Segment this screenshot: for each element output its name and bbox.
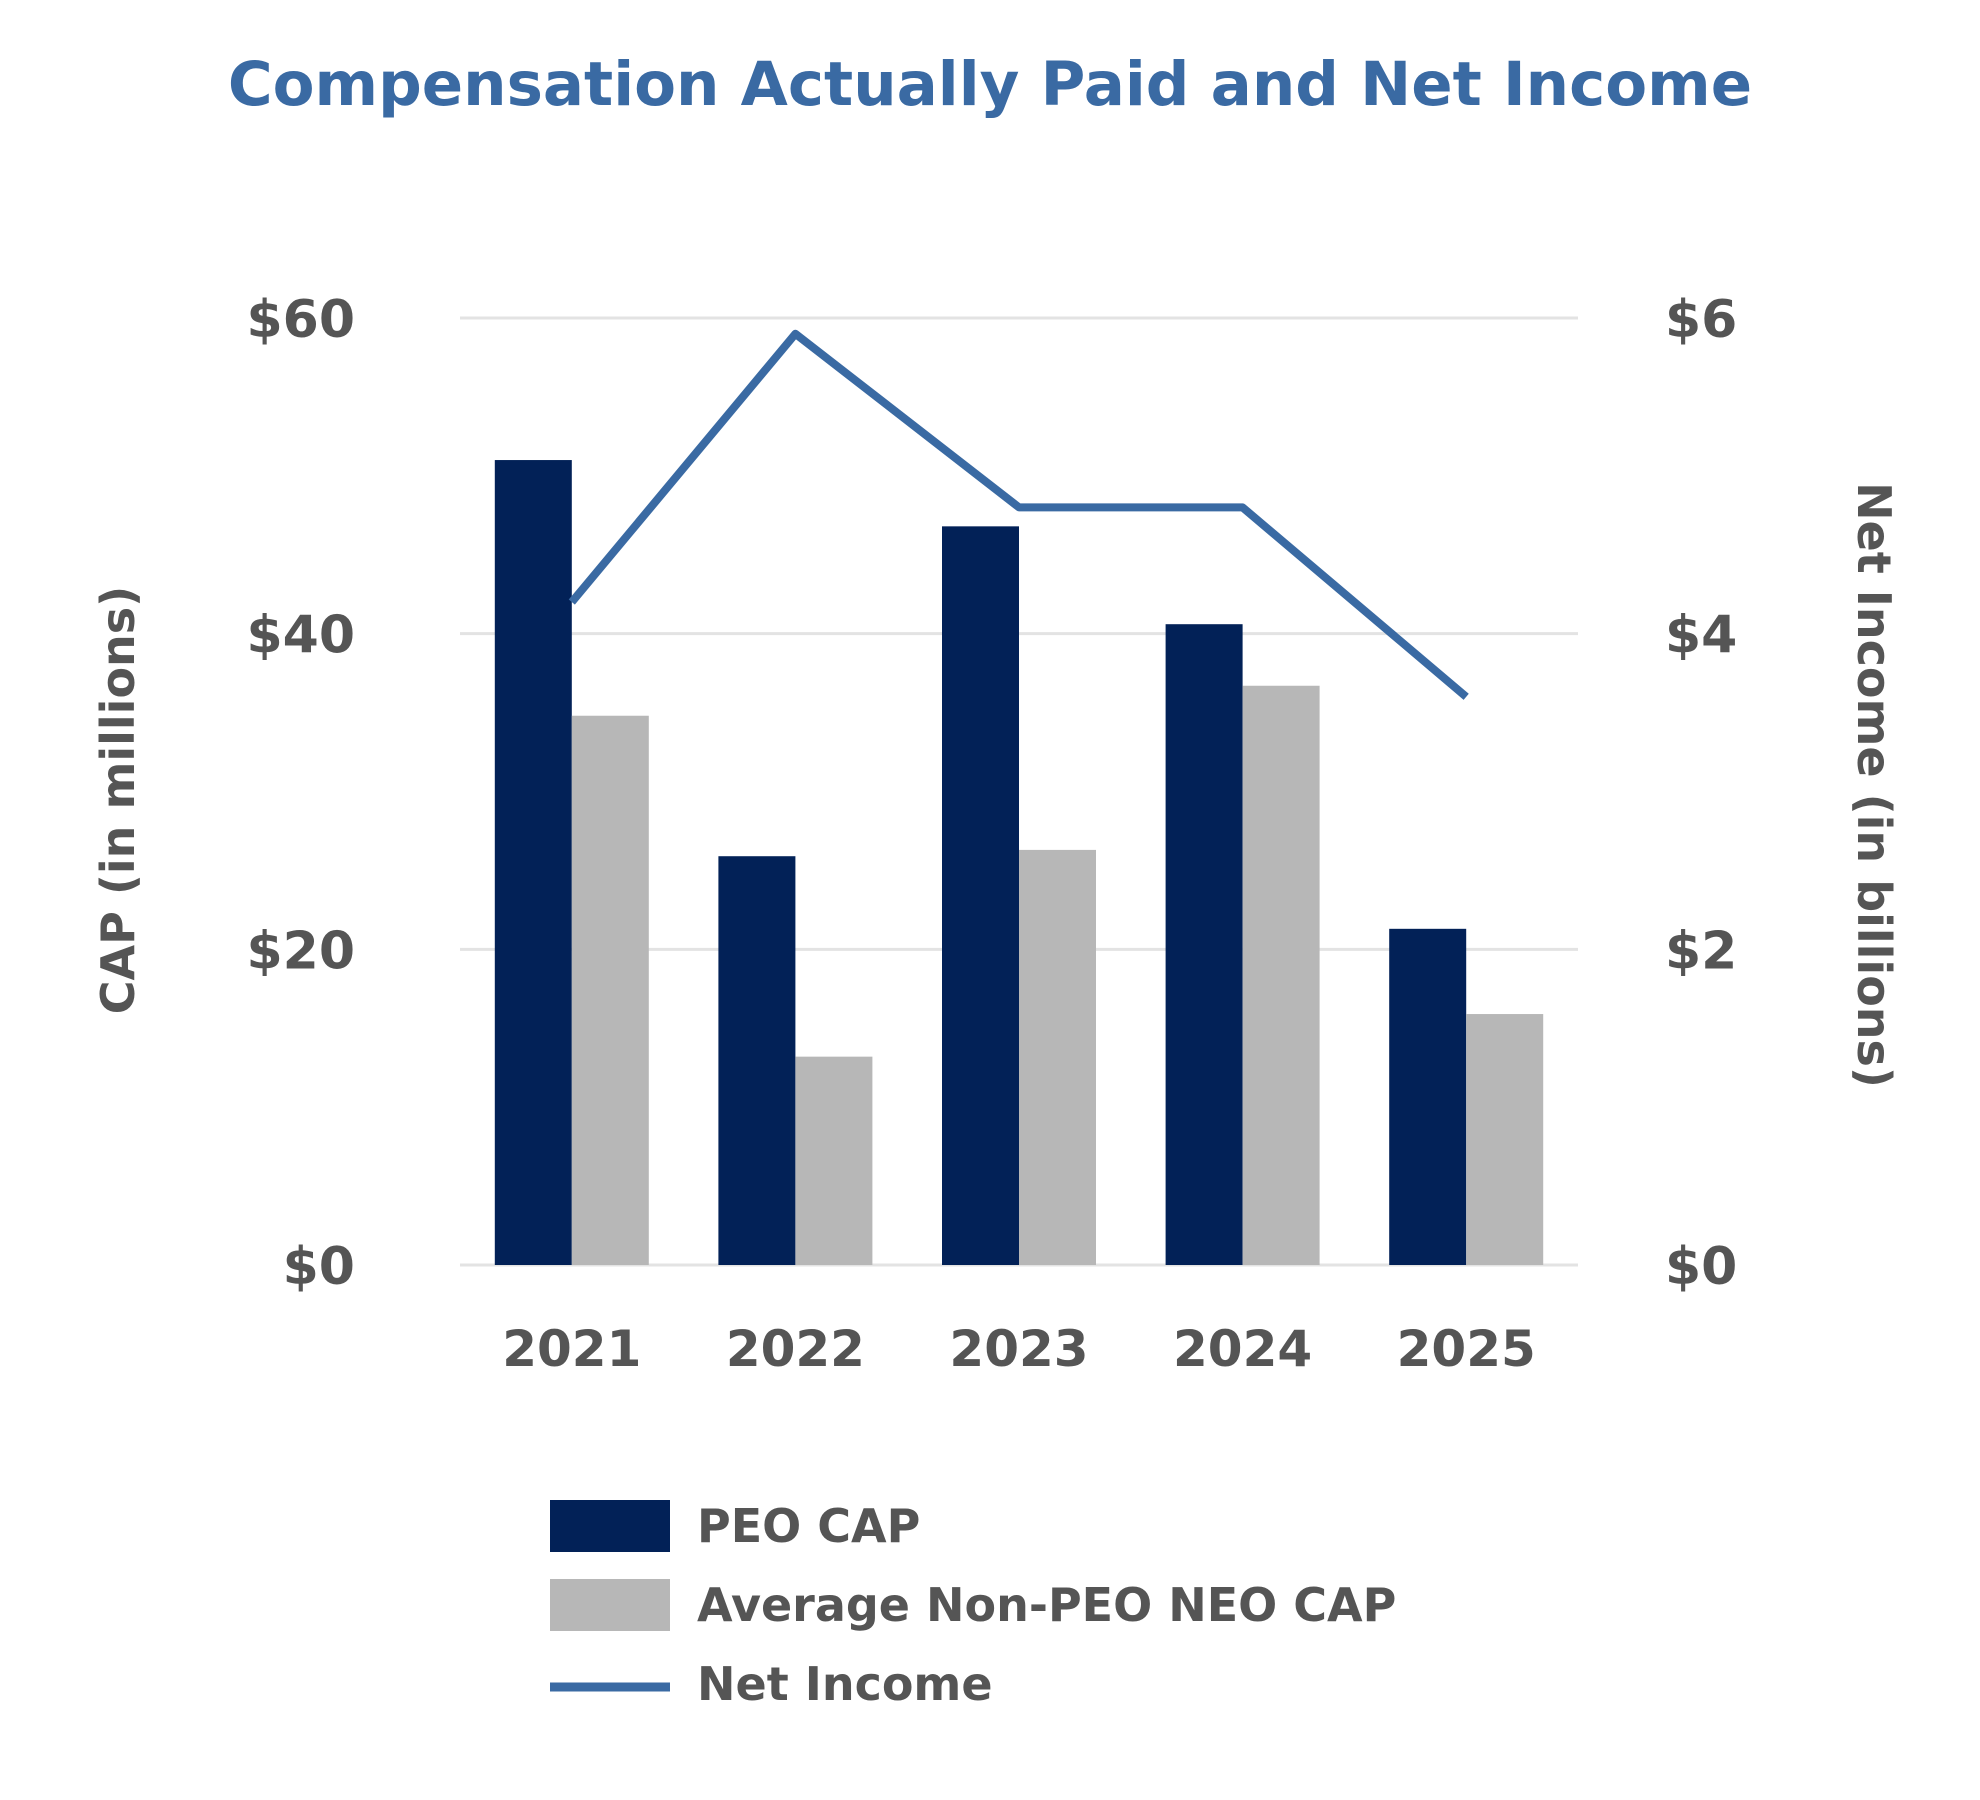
category-label-2024: 2024 xyxy=(1173,1320,1312,1378)
left-tick-label: $40 xyxy=(246,606,355,666)
right-axis-title: Net Income (in billions) xyxy=(1847,482,1901,1088)
legend-swatch-peo-cap xyxy=(550,1500,670,1552)
bar-avg-non-peo-neo-cap-2022 xyxy=(795,1056,873,1265)
left-axis-title: CAP (in millions) xyxy=(91,586,145,1014)
bar-avg-non-peo-neo-cap-2023 xyxy=(1019,849,1096,1265)
right-tick-label: $0 xyxy=(1665,1237,1737,1297)
right-tick-label: $4 xyxy=(1665,606,1737,666)
left-axis-ticks: $0 $20 $40 $60 xyxy=(246,290,355,1297)
bar-avg-non-peo-neo-cap-2025 xyxy=(1466,1014,1544,1265)
bars-group xyxy=(494,460,1544,1265)
right-tick-label: $2 xyxy=(1665,921,1737,981)
left-tick-label: $0 xyxy=(283,1237,355,1297)
bar-peo-cap-2022 xyxy=(718,856,796,1265)
legend-label-peo-cap: PEO CAP xyxy=(697,1499,920,1553)
legend: PEO CAP Average Non-PEO NEO CAP Net Inco… xyxy=(550,1499,1396,1711)
bar-peo-cap-2023 xyxy=(942,526,1019,1265)
bar-peo-cap-2024 xyxy=(1165,624,1243,1265)
bar-peo-cap-2021 xyxy=(494,460,572,1265)
right-tick-label: $6 xyxy=(1665,290,1737,350)
bar-peo-cap-2025 xyxy=(1389,928,1467,1265)
chart-title: Compensation Actually Paid and Net Incom… xyxy=(228,49,1752,120)
category-labels: 2021 2022 2023 2024 2025 xyxy=(502,1320,1536,1378)
left-tick-label: $20 xyxy=(246,921,355,981)
legend-label-avg-non-peo-neo-cap: Average Non-PEO NEO CAP xyxy=(697,1578,1396,1632)
left-tick-label: $60 xyxy=(246,290,355,350)
category-label-2025: 2025 xyxy=(1397,1320,1536,1378)
bar-avg-non-peo-neo-cap-2021 xyxy=(571,715,649,1265)
net-income-line-group xyxy=(568,329,1469,700)
legend-label-net-income: Net Income xyxy=(697,1657,993,1711)
right-axis-ticks: $0 $2 $4 $6 xyxy=(1665,290,1737,1297)
legend-swatch-avg-non-peo-neo-cap xyxy=(550,1579,670,1631)
category-label-2021: 2021 xyxy=(502,1320,641,1378)
bar-avg-non-peo-neo-cap-2024 xyxy=(1242,685,1320,1265)
category-label-2022: 2022 xyxy=(726,1320,865,1378)
category-label-2023: 2023 xyxy=(949,1320,1088,1378)
